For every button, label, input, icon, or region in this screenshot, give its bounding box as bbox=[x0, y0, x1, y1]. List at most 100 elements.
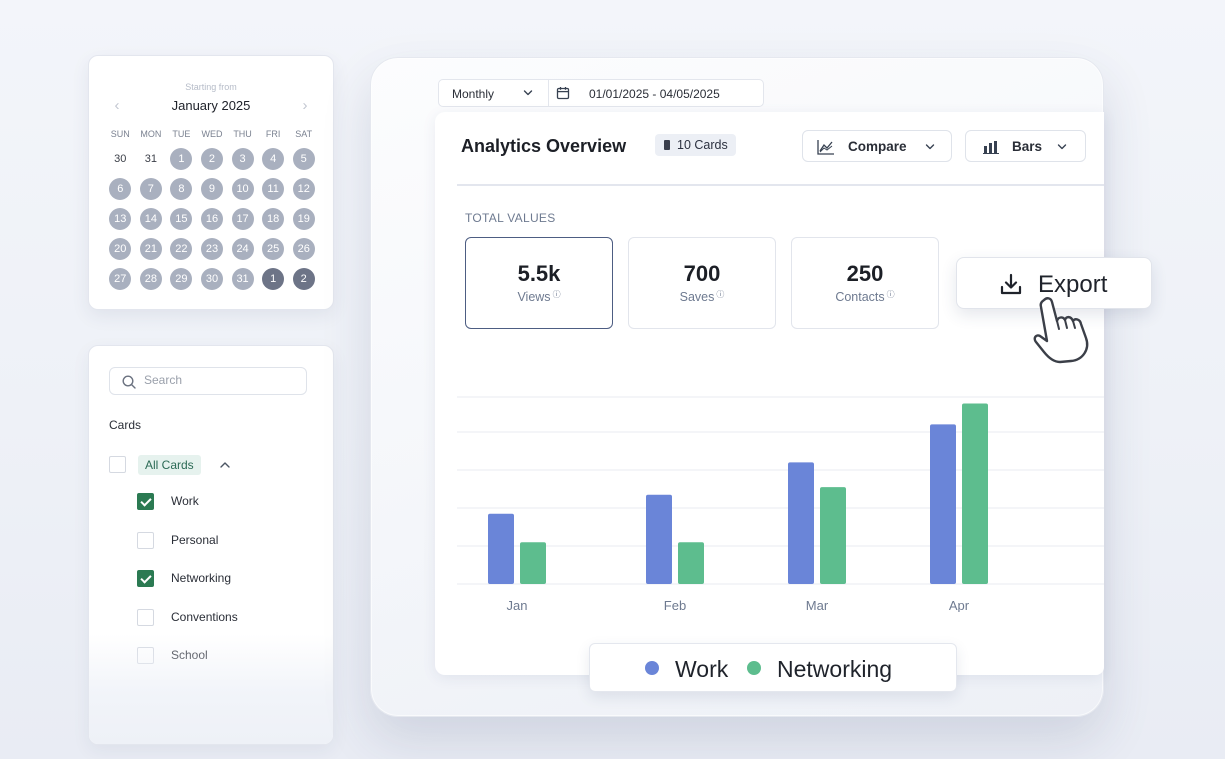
all-cards-checkbox[interactable] bbox=[109, 456, 126, 473]
x-tick-label: Mar bbox=[806, 598, 829, 612]
page-title: Analytics Overview bbox=[461, 136, 627, 156]
calendar-day[interactable]: 30 bbox=[200, 268, 223, 290]
line-chart-icon bbox=[817, 140, 834, 155]
card-option-checkbox[interactable] bbox=[137, 647, 154, 664]
card-filter-panel: Cards All Cards Work Personal Networking Co… bbox=[88, 345, 334, 745]
stat-card-contacts[interactable]: 250 Contacts ⓘ bbox=[791, 237, 939, 329]
card-option-checkbox[interactable] bbox=[137, 608, 154, 626]
search-field[interactable] bbox=[109, 367, 307, 395]
export-label: Export bbox=[1038, 271, 1108, 298]
card-option-checkbox[interactable] bbox=[137, 570, 154, 587]
all-cards-tag[interactable]: All Cards bbox=[138, 455, 201, 475]
calendar-day[interactable]: 28 bbox=[139, 268, 162, 290]
bar-work-apr[interactable] bbox=[930, 424, 956, 584]
date-range-picker[interactable]: 01/01/2025 - 04/05/2025 bbox=[549, 80, 763, 106]
calendar-day[interactable]: 1 bbox=[262, 268, 285, 290]
stat-card-saves[interactable]: 700 Saves ⓘ bbox=[628, 237, 776, 329]
calendar-day[interactable]: 9 bbox=[200, 178, 223, 200]
export-button[interactable]: Export bbox=[956, 257, 1152, 309]
calendar-day[interactable]: 5 bbox=[292, 148, 315, 170]
weekday-label: WED bbox=[201, 129, 223, 139]
calendar-day[interactable]: 3 bbox=[231, 148, 254, 170]
calendar-day[interactable]: 16 bbox=[200, 208, 223, 230]
calendar-day[interactable]: 23 bbox=[200, 238, 223, 260]
calendar-header: January 2025 ‹ › bbox=[89, 98, 333, 116]
bar-networking-mar[interactable] bbox=[820, 487, 846, 584]
info-icon[interactable]: ⓘ bbox=[886, 290, 895, 299]
compare-dropdown[interactable]: Compare bbox=[802, 130, 952, 162]
bar-work-jan[interactable] bbox=[488, 513, 514, 584]
calendar-day[interactable]: 7 bbox=[139, 178, 162, 200]
cards-count-badge: 10 Cards bbox=[655, 134, 736, 156]
calendar-day[interactable]: 30 bbox=[114, 153, 127, 165]
calendar-day[interactable]: 6 bbox=[109, 178, 132, 200]
search-icon bbox=[122, 375, 136, 389]
chevron-down-icon bbox=[925, 144, 935, 150]
calendar-day[interactable]: 11 bbox=[262, 178, 285, 200]
date-range-value: 01/01/2025 - 04/05/2025 bbox=[589, 87, 720, 101]
calendar-day[interactable]: 2 bbox=[292, 268, 315, 290]
x-tick-label: Apr bbox=[949, 598, 970, 612]
calendar-day[interactable]: 4 bbox=[262, 148, 285, 170]
chart-view-dropdown[interactable]: Bars bbox=[965, 130, 1086, 162]
card-option-label: School bbox=[171, 648, 208, 662]
card-option-label: Networking bbox=[171, 571, 232, 585]
calendar-day[interactable]: 19 bbox=[292, 208, 315, 230]
calendar-day[interactable]: 25 bbox=[262, 238, 285, 260]
card-option-checkbox[interactable] bbox=[137, 531, 154, 549]
calendar-day[interactable]: 31 bbox=[144, 153, 157, 165]
info-icon[interactable]: ⓘ bbox=[716, 290, 725, 299]
legend-swatch-networking bbox=[747, 661, 761, 675]
card-option-label: Work bbox=[171, 494, 199, 508]
download-icon bbox=[1000, 273, 1022, 295]
date-picker-card: Starting from January 2025 ‹ › SUN MON TUE… bbox=[88, 55, 334, 310]
stat-label: Views ⓘ bbox=[466, 289, 612, 304]
calendar-day[interactable]: 13 bbox=[109, 208, 132, 230]
calendar-day[interactable]: 27 bbox=[109, 268, 132, 290]
stat-label-text: Saves bbox=[679, 290, 715, 304]
calendar-day[interactable]: 14 bbox=[139, 208, 162, 230]
weekday-label: FRI bbox=[265, 129, 281, 139]
bar-networking-jan[interactable] bbox=[520, 542, 546, 584]
calendar-month-label: January 2025 bbox=[171, 98, 251, 113]
calendar-day[interactable]: 12 bbox=[292, 178, 315, 200]
chart-legend: Work Networking bbox=[589, 643, 957, 692]
chevron-left-icon[interactable]: ‹ bbox=[114, 97, 120, 114]
calendar-day[interactable]: 17 bbox=[231, 208, 254, 230]
stat-label-text: Views bbox=[517, 290, 551, 304]
calendar-day[interactable]: 31 bbox=[231, 268, 254, 290]
stat-card-views[interactable]: 5.5k Views ⓘ bbox=[465, 237, 613, 329]
calendar-day[interactable]: 24 bbox=[231, 238, 254, 260]
calendar-day[interactable]: 10 bbox=[231, 178, 254, 200]
calendar-day[interactable]: 1 bbox=[170, 148, 193, 170]
calendar-subtitle: Starting from bbox=[185, 82, 237, 92]
calendar-day[interactable]: 26 bbox=[292, 238, 315, 260]
calendar-day[interactable]: 18 bbox=[262, 208, 285, 230]
bar-networking-apr[interactable] bbox=[962, 403, 988, 585]
calendar-day[interactable]: 8 bbox=[170, 178, 193, 200]
bar-work-mar[interactable] bbox=[788, 462, 814, 584]
chevron-down-icon bbox=[523, 90, 533, 96]
weekday-label: MON bbox=[140, 129, 162, 139]
card-option-checkbox[interactable] bbox=[137, 493, 154, 510]
cards-heading: Cards bbox=[109, 418, 142, 432]
calendar-day[interactable]: 2 bbox=[200, 148, 223, 170]
calendar-day[interactable]: 20 bbox=[109, 238, 132, 260]
x-tick-label: Jan bbox=[507, 598, 528, 612]
chevron-up-icon[interactable] bbox=[218, 458, 232, 472]
bar-chart: Jan Feb Mar Apr bbox=[457, 396, 1104, 612]
info-icon[interactable]: ⓘ bbox=[552, 290, 561, 299]
calendar-day[interactable]: 15 bbox=[170, 208, 193, 230]
pointer-hand-icon bbox=[1033, 297, 1089, 364]
weekday-label: SAT bbox=[295, 129, 313, 139]
chevron-right-icon[interactable]: › bbox=[302, 97, 308, 114]
legend-swatch-work bbox=[645, 661, 659, 675]
bar-work-feb[interactable] bbox=[646, 494, 672, 584]
search-input[interactable] bbox=[144, 373, 294, 387]
period-select[interactable]: Monthly bbox=[439, 80, 549, 106]
stat-value: 250 bbox=[846, 261, 884, 286]
calendar-day[interactable]: 29 bbox=[170, 268, 193, 290]
calendar-day[interactable]: 21 bbox=[139, 238, 162, 260]
bar-networking-feb[interactable] bbox=[678, 542, 704, 584]
calendar-day[interactable]: 22 bbox=[170, 238, 193, 260]
